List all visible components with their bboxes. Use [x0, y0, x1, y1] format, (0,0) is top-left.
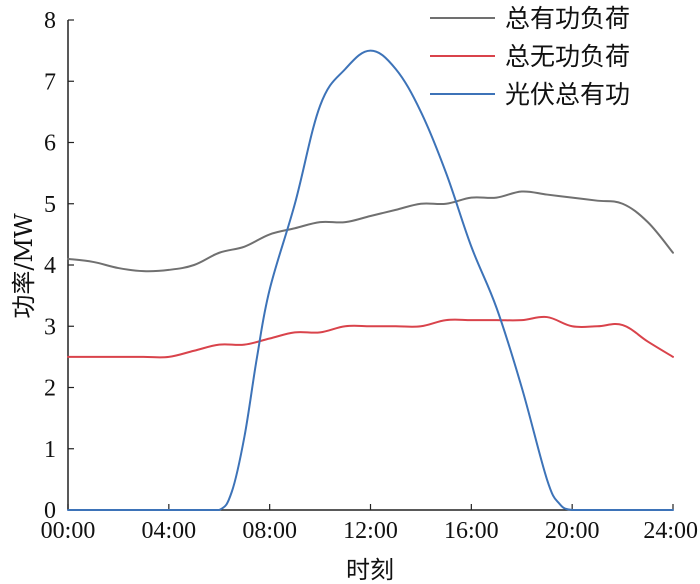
y-tick-label: 7	[44, 69, 56, 95]
x-tick-label: 08:00	[242, 518, 297, 544]
series-line-3	[67, 49, 674, 511]
x-tick-label: 24:00	[643, 518, 698, 544]
x-tick-label: 12:00	[343, 518, 398, 544]
y-tick-label: 3	[44, 314, 56, 340]
x-tick-label: 00:00	[41, 518, 96, 544]
y-tick-label: 6	[44, 131, 56, 157]
y-tick-label: 0	[44, 498, 56, 524]
y-tick-label: 4	[44, 253, 56, 279]
y-ticks: 0 1 2 3 4 5 6 7 8	[44, 8, 74, 524]
x-tick-label: 16:00	[444, 518, 499, 544]
legend-label-3: 光伏总有功	[505, 80, 630, 109]
x-tick-label: 20:00	[545, 518, 600, 544]
y-tick-label: 5	[44, 192, 56, 218]
legend-label-2: 总无功负荷	[505, 42, 630, 71]
y-axis-label: 功率/MW	[10, 213, 38, 319]
x-tick-label: 04:00	[141, 518, 196, 544]
x-ticks: 00:00 04:00 08:00 12:00 16:00 20:00 24:00	[41, 504, 698, 544]
series-line-2	[67, 315, 674, 359]
x-axis-label: 时刻	[346, 556, 394, 584]
y-tick-label: 1	[44, 437, 56, 463]
series-layer	[67, 49, 674, 511]
y-tick-label: 2	[44, 376, 56, 402]
series-line-1	[67, 190, 674, 273]
legend-label-1: 总有功负荷	[505, 4, 630, 33]
y-tick-label: 8	[44, 8, 56, 34]
